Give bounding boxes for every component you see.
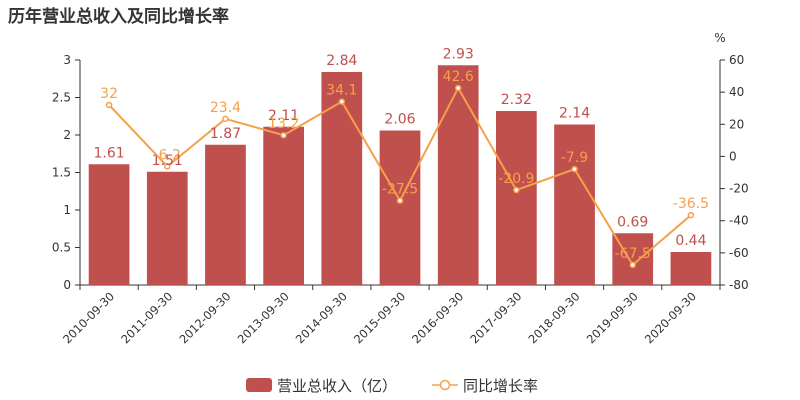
right-tick-label: 60: [729, 53, 744, 67]
legend[interactable]: 营业总收入（亿） 同比增长率: [246, 377, 538, 395]
line-point[interactable]: [687, 211, 695, 219]
bar-value-label: 1.61: [94, 145, 125, 161]
left-tick-label: 3: [63, 53, 71, 67]
legend-label-growth: 同比增长率: [463, 377, 538, 395]
data-labels: 1.61 1.51 1.87 2.11 2.84 2.06 2.93 2.32 2.14 0.69…: [94, 46, 710, 262]
x-tick-label: 2011-09-30: [118, 289, 175, 346]
right-tick-label: -80: [729, 278, 749, 292]
line-point[interactable]: [629, 261, 636, 269]
x-tick-label: 2012-09-30: [176, 289, 233, 346]
bar-series: [88, 65, 712, 286]
bar-value-label: 0.44: [675, 233, 706, 249]
line-value-label: 13.2: [268, 116, 299, 132]
x-tick-label: 2014-09-30: [293, 289, 350, 346]
line-value-label: -36.5: [673, 196, 709, 212]
legend-swatch-bar: [246, 378, 272, 392]
bar-value-label: 1.51: [152, 153, 183, 169]
bar[interactable]: [88, 164, 130, 285]
bar[interactable]: [554, 124, 595, 286]
legend-marker-icon: [439, 379, 451, 391]
line-value-label: 34.1: [326, 83, 357, 99]
x-tick-label: 2010-09-30: [60, 289, 117, 346]
bar-value-label: 2.32: [501, 92, 532, 108]
bar[interactable]: [379, 130, 421, 286]
line-point[interactable]: [338, 98, 346, 105]
line-point[interactable]: [105, 101, 113, 109]
bar-value-label: 2.11: [268, 108, 299, 124]
bar-value-label: 0.69: [617, 214, 648, 230]
bar-value-label: 2.84: [326, 53, 357, 69]
right-tick-label: -40: [729, 214, 749, 228]
right-tick-label: 40: [729, 85, 744, 99]
left-tick-label: 0: [63, 278, 71, 292]
bar[interactable]: [263, 126, 304, 285]
right-tick-label: 20: [729, 117, 744, 131]
x-tick-label: 2018-09-30: [526, 289, 583, 346]
right-axis-unit: %: [714, 31, 725, 45]
right-tick-label: -60: [729, 246, 749, 260]
left-tick-label: 0.5: [52, 241, 71, 255]
line-value-label: -67.5: [615, 246, 651, 262]
bar[interactable]: [496, 111, 537, 285]
line-value-label: 32: [100, 86, 118, 102]
line-point[interactable]: [222, 115, 229, 123]
x-tick-label: 2019-09-30: [584, 289, 641, 346]
bar-value-label: 2.06: [384, 112, 415, 128]
x-tick-label: 2015-09-30: [351, 289, 408, 346]
x-tick-label: 2016-09-30: [409, 289, 466, 346]
bar[interactable]: [670, 252, 712, 285]
line-point[interactable]: [571, 165, 578, 173]
x-tick-label: 2020-09-30: [642, 289, 699, 346]
bar-value-label: 2.14: [559, 106, 590, 122]
right-tick-label: -20: [729, 182, 749, 196]
line-point[interactable]: [513, 186, 520, 194]
line-point[interactable]: [164, 163, 171, 170]
line-value-label: -20.9: [498, 171, 534, 187]
chart-title: 历年营业总收入及同比增长率: [8, 6, 229, 27]
legend-label-revenue: 营业总收入（亿）: [277, 377, 397, 395]
bar-value-label: 2.93: [443, 46, 474, 62]
bar[interactable]: [205, 144, 246, 285]
line-point[interactable]: [454, 84, 462, 92]
right-tick-label: 0: [729, 149, 737, 163]
bar[interactable]: [321, 72, 363, 285]
line-point[interactable]: [396, 197, 404, 204]
line-value-label: -27.5: [382, 182, 418, 198]
bar-value-label: 1.87: [210, 126, 241, 142]
x-tick-label: 2017-09-30: [467, 289, 524, 346]
left-tick-label: 1.5: [52, 166, 71, 180]
line-point[interactable]: [280, 131, 287, 139]
left-tick-label: 2.5: [52, 91, 71, 105]
line-series: [105, 84, 695, 269]
bar[interactable]: [146, 171, 188, 285]
line-value-label: -7.9: [561, 150, 588, 166]
left-tick-label: 2: [63, 128, 71, 142]
left-tick-label: 1: [63, 203, 71, 217]
bar[interactable]: [437, 65, 479, 285]
line-value-label: 42.6: [443, 69, 474, 85]
line-value-label: -6.2: [154, 147, 181, 163]
x-tick-label: 2013-09-30: [235, 289, 292, 346]
line-value-label: 23.4: [210, 100, 241, 116]
